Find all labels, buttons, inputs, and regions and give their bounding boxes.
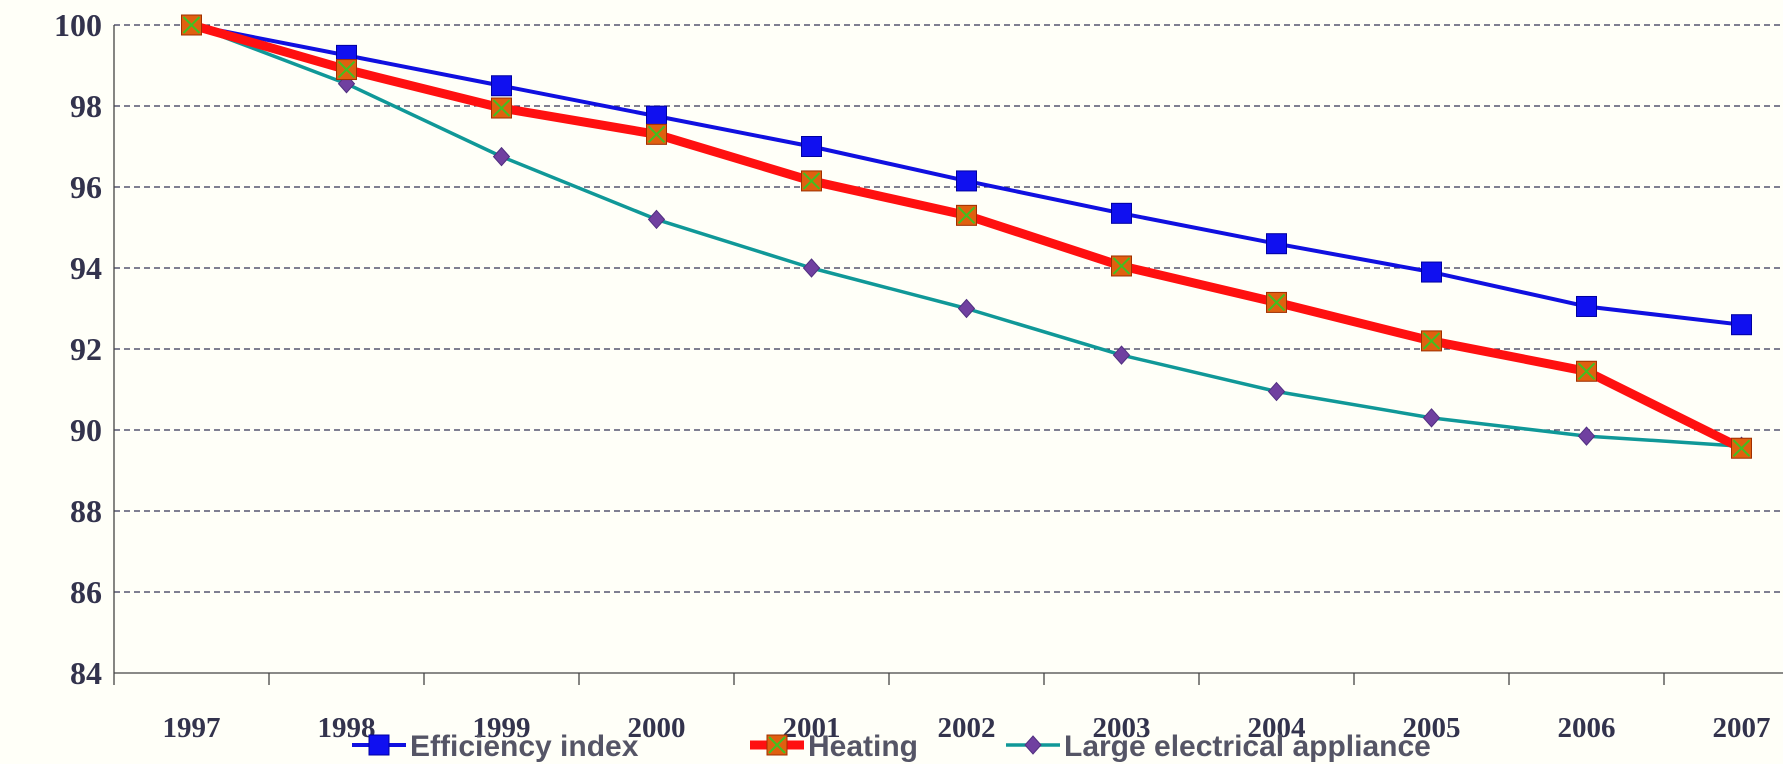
- marker-cross: [647, 125, 666, 144]
- x-tick-label: 2000: [628, 712, 686, 744]
- marker: [802, 258, 821, 278]
- marker-cross: [1732, 439, 1751, 457]
- marker: [1577, 426, 1596, 446]
- marker: [1576, 295, 1597, 317]
- marker: [646, 105, 667, 127]
- marker-cross: [182, 16, 201, 34]
- marker-cross: [1422, 332, 1441, 350]
- x-tick-label: 2001: [783, 712, 841, 744]
- x-tick-label: 1997: [163, 712, 221, 744]
- marker: [956, 170, 977, 192]
- legend-label: Efficiency index: [410, 730, 639, 763]
- marker: [1422, 408, 1441, 428]
- marker: [492, 146, 511, 167]
- marker: [491, 75, 512, 97]
- marker-cross: [1267, 293, 1286, 312]
- marker: [1421, 261, 1442, 283]
- x-tick-label: 1999: [473, 712, 531, 744]
- marker: [1111, 202, 1132, 224]
- marker-cross: [492, 99, 511, 117]
- marker: [1266, 233, 1287, 255]
- y-tick-label: 100: [54, 7, 102, 43]
- x-tick-label: 2004: [1248, 712, 1306, 744]
- marker: [1267, 381, 1286, 402]
- marker: [647, 209, 666, 230]
- x-tick-label: 2006: [1558, 712, 1616, 744]
- marker: [1731, 314, 1752, 336]
- x-tick-label: 1998: [318, 712, 376, 744]
- marker: [801, 136, 822, 157]
- marker: [368, 734, 390, 756]
- marker-cross: [1577, 362, 1596, 380]
- y-tick-label: 84: [70, 655, 102, 691]
- y-tick-label: 92: [70, 331, 102, 367]
- y-tick-label: 96: [70, 169, 102, 205]
- marker: [1024, 735, 1042, 755]
- legend-label: Heating: [808, 730, 918, 763]
- marker: [957, 298, 976, 319]
- y-tick-label: 86: [70, 574, 102, 610]
- x-tick-label: 2007: [1713, 712, 1771, 744]
- marker: [1112, 345, 1131, 365]
- x-tick-label: 2003: [1093, 712, 1151, 744]
- series-line: [190, 20, 1744, 453]
- marker-cross: [1112, 257, 1131, 275]
- y-tick-label: 90: [70, 412, 102, 448]
- legend-label: Large electrical appliance: [1064, 730, 1431, 763]
- x-tick-label: 2005: [1403, 712, 1461, 744]
- marker-cross: [768, 736, 786, 754]
- marker-cross: [802, 172, 821, 190]
- marker-cross: [337, 60, 356, 79]
- y-tick-label: 88: [70, 493, 102, 529]
- marker-cross: [957, 206, 976, 225]
- y-tick-label: 94: [70, 250, 102, 286]
- y-tick-label: 98: [70, 88, 102, 124]
- x-tick-label: 2002: [938, 712, 996, 744]
